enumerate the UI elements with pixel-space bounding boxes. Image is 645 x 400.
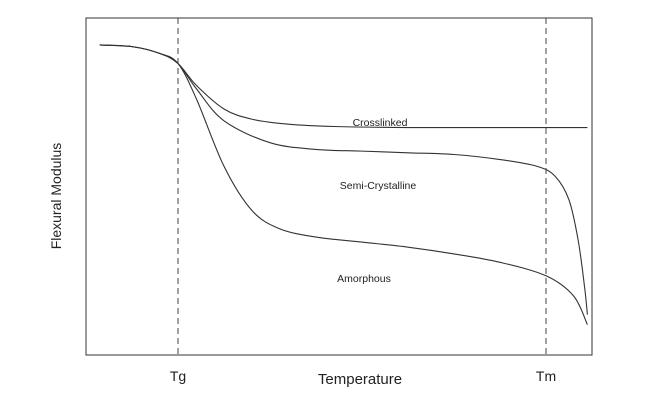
series-lines (99, 44, 588, 325)
series-line-crosslinked (99, 44, 588, 129)
series-label-semi-crystalline: Semi-Crystalline (340, 180, 417, 192)
reference-lines (177, 18, 547, 355)
series-labels: Crosslinked Semi-Crystalline Amorphous (337, 117, 416, 285)
x-tick-label-tm: Tm (536, 368, 556, 384)
x-tick-labels: Tg Tm (170, 368, 556, 384)
series-label-amorphous: Amorphous (337, 273, 391, 285)
series-line-amorphous (99, 44, 588, 325)
x-tick-label-tg: Tg (170, 368, 186, 384)
y-axis-label: Flexural Modulus (48, 143, 64, 250)
series-label-crosslinked: Crosslinked (353, 117, 408, 129)
plot-frame (85, 17, 593, 356)
x-axis-label: Temperature (318, 371, 402, 388)
